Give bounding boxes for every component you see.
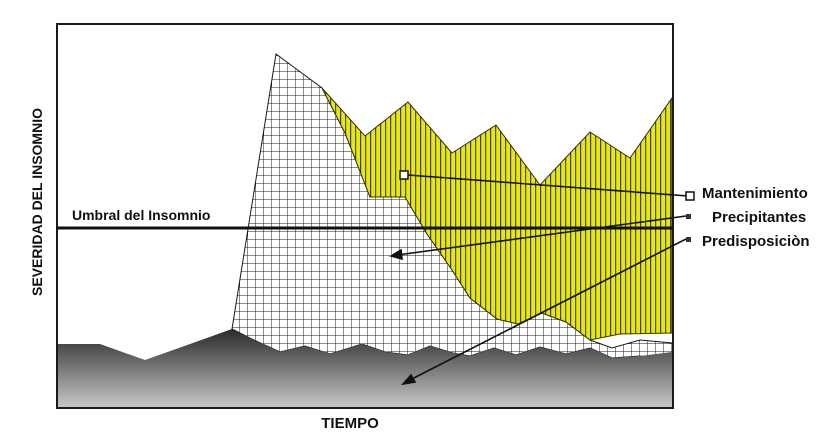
legend-label-precipitating: Precipitantes <box>712 209 806 226</box>
predisposition-area <box>57 329 672 408</box>
legend-label-predisposition: Predisposiciòn <box>702 233 810 250</box>
plot-frame <box>56 23 674 409</box>
arrowhead-predisposition <box>400 373 417 386</box>
y-axis-title: SEVERIDAD DEL INSOMNIO <box>29 108 45 296</box>
arrow-precipitating <box>396 215 687 256</box>
maintenance-area <box>321 87 673 341</box>
leader-lines <box>388 170 689 386</box>
threshold-label: Umbral del Insomnio <box>72 207 210 223</box>
legend-label-maintenance: Mantenimiento <box>702 185 808 202</box>
legend-marker-predisposition <box>686 237 691 242</box>
arrow-maintenance <box>407 174 689 197</box>
arrow-predisposition <box>407 238 687 382</box>
legend-marker-precipitating <box>686 214 691 219</box>
arrowhead-precipitating <box>388 248 403 261</box>
x-axis-title: TIEMPO <box>321 415 379 432</box>
legend-marker-maintenance <box>685 191 695 201</box>
maintenance-point-marker <box>399 170 409 180</box>
